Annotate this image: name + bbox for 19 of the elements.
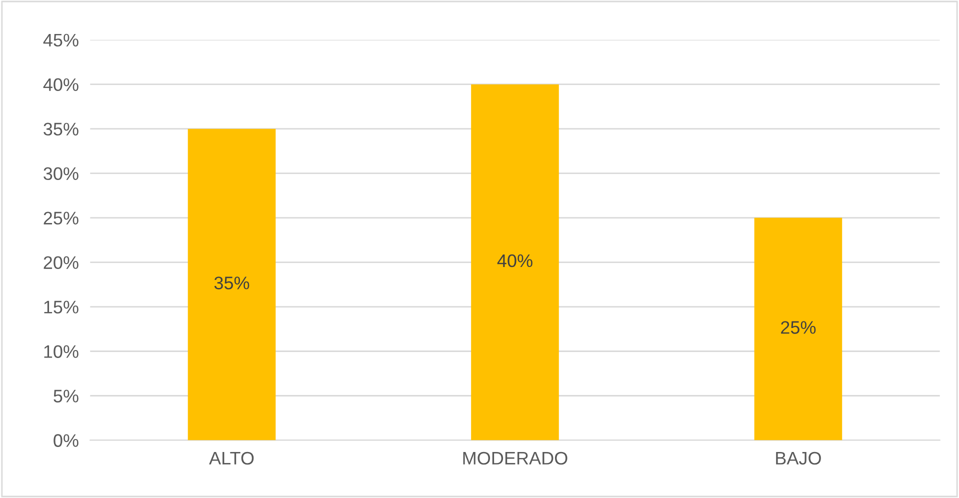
y-tick-label: 15% <box>44 300 78 314</box>
bar <box>754 218 842 440</box>
y-tick-label: 30% <box>44 167 78 180</box>
y-tick-label: 5% <box>54 390 78 402</box>
x-tick-label: ALTO <box>209 452 254 465</box>
y-tick-label: 35% <box>44 122 78 136</box>
y-tick-label: 0% <box>54 434 78 447</box>
y-tick-label: 25% <box>44 212 78 225</box>
x-tick-label: BAJO <box>776 452 821 465</box>
data-label: 25% <box>781 321 816 334</box>
data-label: 40% <box>497 254 532 268</box>
y-tick-label: 40% <box>43 78 78 92</box>
data-label: 35% <box>214 276 250 290</box>
bar <box>188 128 276 440</box>
y-tick-label: 45% <box>43 34 78 47</box>
y-tick-label: 20% <box>44 256 78 269</box>
y-tick-label: 10% <box>44 345 78 358</box>
x-tick-label: MODERADO <box>463 452 568 465</box>
bar <box>471 84 559 440</box>
